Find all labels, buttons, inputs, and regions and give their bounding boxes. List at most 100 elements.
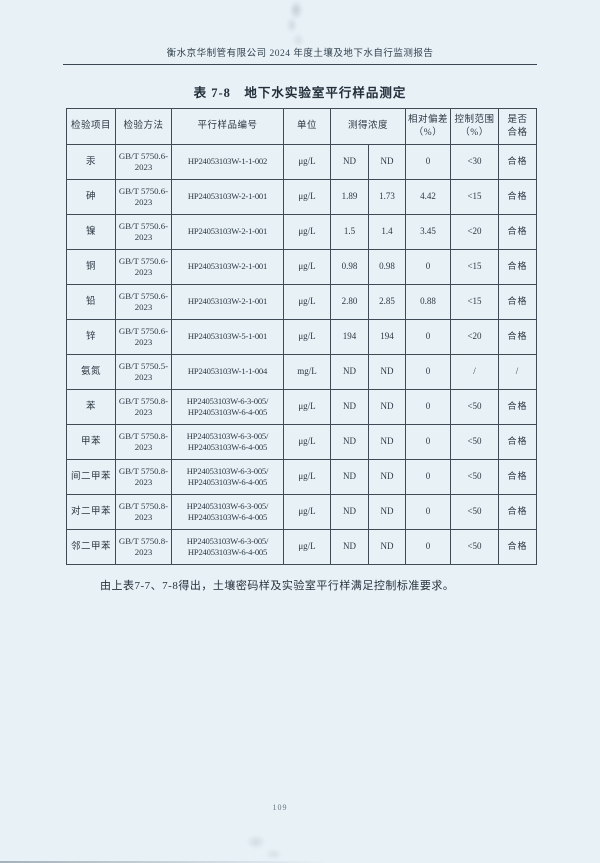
cell-qualified: 合格: [498, 529, 538, 565]
cell-qualified: 合格: [498, 179, 538, 215]
cell-deviation: 0: [405, 144, 452, 180]
table-row: 汞 GB/T 5750.6- 2023 HP24053103W-1-1-002 μg/…: [66, 144, 538, 180]
cell-deviation: 0.88: [405, 284, 452, 320]
cell-value1: ND: [330, 494, 369, 530]
col-header-sample-id: 平行样品编号: [171, 108, 284, 145]
cell-value1: 1.5: [330, 214, 369, 250]
cell-control-range: <30: [450, 144, 500, 180]
cell-sample-id: HP24053103W-6-3-005/ HP24053103W-6-4-005: [171, 459, 284, 495]
table-row: 镍 GB/T 5750.6- 2023 HP24053103W-2-1-001 μg/…: [66, 214, 538, 250]
cell-item: 铜: [66, 249, 116, 285]
cell-control-range: <50: [450, 494, 500, 530]
table-body: 汞 GB/T 5750.6- 2023 HP24053103W-1-1-002 μg/…: [66, 144, 538, 565]
cell-method: GB/T 5750.6- 2023: [115, 144, 172, 180]
cell-item: 镍: [66, 214, 116, 250]
running-header-title: 衡水京华制管有限公司 2024 年度土壤及地下水自行监测报告: [166, 49, 434, 59]
cell-value1: ND: [330, 144, 369, 180]
cell-unit: μg/L: [283, 179, 331, 215]
cell-value2: 2.85: [367, 284, 407, 320]
cell-method: GB/T 5750.6- 2023: [115, 214, 172, 250]
cell-qualified: 合格: [498, 249, 538, 285]
cell-sample-id: HP24053103W-1-1-004: [171, 354, 284, 390]
cell-qualified: 合格: [498, 284, 538, 320]
cell-control-range: <50: [450, 389, 500, 425]
cell-value2: 1.4: [367, 214, 407, 250]
cell-sample-id: HP24053103W-6-3-005/ HP24053103W-6-4-005: [171, 424, 284, 460]
col-header-relative-deviation: 相对偏差 （%）: [405, 108, 452, 145]
cell-item: 对二甲苯: [66, 494, 116, 530]
scan-edge-shadow: [0, 861, 330, 863]
cell-value2: 194: [367, 319, 407, 355]
cell-item: 苯: [66, 389, 116, 425]
col-header-measured-concentration: 测得浓度: [329, 108, 407, 145]
cell-value2: ND: [367, 494, 407, 530]
cell-deviation: 0: [405, 389, 452, 425]
cell-control-range: /: [450, 354, 500, 390]
cell-value1: 0.98: [330, 249, 369, 285]
cell-value2: ND: [367, 529, 407, 565]
cell-method: GB/T 5750.6- 2023: [115, 249, 172, 285]
cell-qualified: /: [498, 354, 538, 390]
cell-qualified: 合格: [498, 459, 538, 495]
cell-unit: μg/L: [283, 389, 331, 425]
cell-deviation: 4.42: [405, 179, 452, 215]
cell-unit: μg/L: [283, 214, 331, 250]
cell-item: 甲苯: [66, 424, 116, 460]
cell-deviation: 0: [405, 424, 452, 460]
cell-sample-id: HP24053103W-6-3-005/ HP24053103W-6-4-005: [171, 389, 284, 425]
cell-item: 锌: [66, 319, 116, 355]
cell-method: GB/T 5750.8- 2023: [115, 459, 172, 495]
table-row: 邻二甲苯 GB/T 5750.8- 2023 HP24053103W-6-3-005…: [66, 529, 538, 565]
cell-value1: 194: [330, 319, 369, 355]
cell-value1: ND: [330, 529, 369, 565]
table-row: 砷 GB/T 5750.6- 2023 HP24053103W-2-1-001 μg/…: [66, 179, 538, 215]
cell-qualified: 合格: [498, 494, 538, 530]
cell-sample-id: HP24053103W-2-1-001: [171, 179, 284, 215]
cell-unit: μg/L: [283, 494, 331, 530]
cell-control-range: <15: [450, 249, 500, 285]
cell-qualified: 合格: [498, 424, 538, 460]
page-number: 109: [272, 803, 288, 812]
cell-method: GB/T 5750.8- 2023: [115, 494, 172, 530]
cell-sample-id: HP24053103W-1-1-002: [171, 144, 284, 180]
cell-deviation: 3.45: [405, 214, 452, 250]
table-row: 锌 GB/T 5750.6- 2023 HP24053103W-5-1-001 μg/…: [66, 319, 538, 355]
cell-control-range: <50: [450, 459, 500, 495]
cell-qualified: 合格: [498, 389, 538, 425]
table-row: 间二甲苯 GB/T 5750.8- 2023 HP24053103W-6-3-005…: [66, 459, 538, 495]
table-row: 苯 GB/T 5750.8- 2023 HP24053103W-6-3-005/ H…: [66, 389, 538, 425]
table-row: 氨氮 GB/T 5750.5- 2023 HP24053103W-1-1-004 mg…: [66, 354, 538, 390]
cell-control-range: <50: [450, 529, 500, 565]
cell-method: GB/T 5750.6- 2023: [115, 284, 172, 320]
table-row: 甲苯 GB/T 5750.8- 2023 HP24053103W-6-3-005/ …: [66, 424, 538, 460]
cell-value2: ND: [367, 354, 407, 390]
cell-unit: μg/L: [283, 144, 331, 180]
cell-control-range: <50: [450, 424, 500, 460]
cell-deviation: 0: [405, 459, 452, 495]
cell-value2: ND: [367, 424, 407, 460]
cell-qualified: 合格: [498, 214, 538, 250]
scan-artifact-bottom: [228, 828, 298, 863]
cell-value2: ND: [367, 459, 407, 495]
scan-artifact-top: [272, 0, 316, 50]
cell-item: 邻二甲苯: [66, 529, 116, 565]
table-row: 对二甲苯 GB/T 5750.8- 2023 HP24053103W-6-3-005…: [66, 494, 538, 530]
cell-sample-id: HP24053103W-2-1-001: [171, 249, 284, 285]
cell-deviation: 0: [405, 249, 452, 285]
cell-unit: μg/L: [283, 284, 331, 320]
cell-item: 间二甲苯: [66, 459, 116, 495]
parallel-samples-table: 检验项目 检验方法 平行样品编号 单位 测得浓度 相对偏差 （%） 控制范围 （…: [66, 108, 538, 565]
col-header-item: 检验项目: [66, 108, 116, 145]
cell-sample-id: HP24053103W-5-1-001: [171, 319, 284, 355]
col-header-method: 检验方法: [115, 108, 172, 145]
cell-item: 汞: [66, 144, 116, 180]
cell-value1: ND: [330, 459, 369, 495]
cell-qualified: 合格: [498, 144, 538, 180]
cell-method: GB/T 5750.5- 2023: [115, 354, 172, 390]
cell-item: 氨氮: [66, 354, 116, 390]
table-row: 铅 GB/T 5750.6- 2023 HP24053103W-2-1-001 μg/…: [66, 284, 538, 320]
cell-sample-id: HP24053103W-6-3-005/ HP24053103W-6-4-005: [171, 494, 284, 530]
cell-value1: 2.80: [330, 284, 369, 320]
cell-method: GB/T 5750.6- 2023: [115, 319, 172, 355]
